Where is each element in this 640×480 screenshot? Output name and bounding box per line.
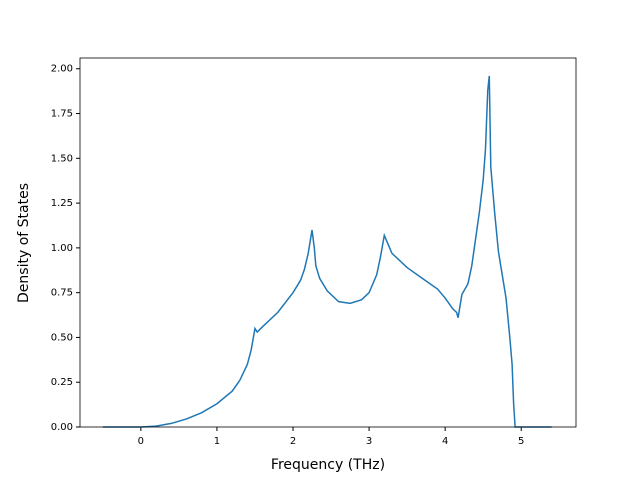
y-axis-label: Density of States (16, 183, 32, 303)
y-tick-label: 0.75 (51, 288, 73, 299)
line (102, 75, 552, 428)
x-axis-label: Frequency (THz) (271, 457, 385, 473)
y-tick-label: 1.00 (51, 243, 73, 254)
x-tick-label: 1 (214, 436, 220, 447)
plot-frame (79, 57, 577, 428)
x-tick-label: 5 (518, 436, 524, 447)
x-tick-label: 0 (138, 436, 144, 447)
y-tick-label: 2.00 (51, 64, 73, 75)
y-tick-label: 1.25 (51, 198, 73, 209)
x-tick-label: 4 (442, 436, 448, 447)
y-tick-label: 1.50 (51, 153, 73, 164)
y-tick-label: 1.75 (51, 109, 73, 120)
y-tick-label: 0.50 (51, 332, 73, 343)
y-tick-label: 0.25 (51, 377, 73, 388)
x-tick-label: 2 (290, 436, 296, 447)
y-tick-label: 0.00 (51, 422, 73, 433)
x-tick-label: 3 (366, 436, 372, 447)
